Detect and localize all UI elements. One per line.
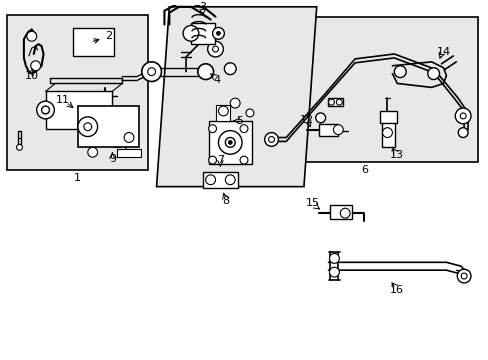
Circle shape [329,267,339,277]
Bar [327,98,343,106]
Circle shape [212,46,218,52]
Bar [7,15,147,170]
Bar [208,121,251,164]
Circle shape [224,63,236,75]
Text: 14: 14 [435,47,449,57]
Circle shape [333,125,343,135]
Text: 7: 7 [216,155,224,165]
Bar [330,205,351,219]
Text: 5: 5 [236,116,243,126]
Circle shape [31,61,41,71]
Circle shape [382,128,391,138]
Bar [251,17,477,162]
Circle shape [87,147,98,157]
Circle shape [315,113,325,123]
Bar [117,149,141,157]
Circle shape [457,128,467,138]
Circle shape [264,132,278,147]
Circle shape [78,117,98,136]
Text: 11: 11 [56,95,70,105]
Bar [216,105,230,121]
Circle shape [83,123,92,131]
Text: 3: 3 [199,2,206,12]
Circle shape [393,66,406,77]
Circle shape [208,156,216,164]
Circle shape [41,106,49,114]
Circle shape [225,175,235,185]
Bar [190,23,214,44]
Circle shape [124,132,134,143]
Text: 13: 13 [389,150,404,160]
Bar [318,124,338,136]
Circle shape [228,140,232,144]
Circle shape [27,31,37,41]
Circle shape [328,99,334,105]
Text: 1: 1 [73,173,81,183]
Circle shape [230,98,240,108]
Circle shape [240,156,247,164]
Circle shape [107,124,113,130]
Circle shape [17,144,22,150]
Text: 9: 9 [108,154,116,164]
Circle shape [268,136,274,143]
Circle shape [212,27,224,39]
Circle shape [245,109,253,117]
Circle shape [103,120,117,134]
Circle shape [225,138,235,147]
Text: 6: 6 [361,165,367,175]
Text: 8: 8 [222,197,228,206]
Circle shape [329,253,339,263]
Circle shape [460,273,466,279]
Circle shape [456,269,470,283]
Circle shape [37,101,54,119]
Text: 15: 15 [305,198,319,208]
Circle shape [183,26,199,41]
Text: 10: 10 [25,71,39,81]
Circle shape [216,31,220,35]
Bar [78,106,139,147]
Circle shape [208,125,216,132]
Text: 4: 4 [213,75,221,85]
Bar [45,91,112,129]
Circle shape [218,131,242,154]
Circle shape [459,113,465,119]
Circle shape [454,108,470,124]
Bar [73,28,114,56]
Bar [203,172,238,188]
Bar [381,118,394,147]
Circle shape [340,208,349,218]
Bar [379,111,396,123]
Circle shape [336,99,342,105]
Polygon shape [156,7,316,186]
Text: 2: 2 [93,31,112,43]
Circle shape [427,68,439,80]
Circle shape [198,64,213,80]
Text: 16: 16 [389,285,404,295]
Circle shape [142,62,161,81]
Circle shape [240,125,247,132]
Text: 12: 12 [299,115,313,125]
Circle shape [147,68,155,76]
Circle shape [207,41,223,57]
Circle shape [205,175,215,185]
Circle shape [218,106,228,116]
